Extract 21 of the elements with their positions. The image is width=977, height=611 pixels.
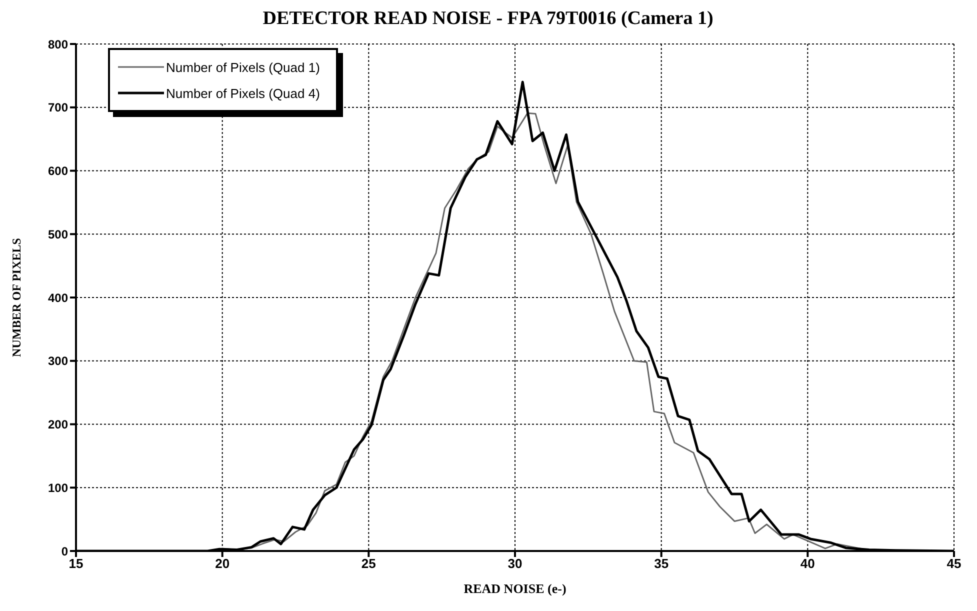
y-tick-label: 200 — [48, 418, 68, 432]
legend-label: Number of Pixels (Quad 1) — [166, 60, 320, 74]
y-tick-label: 800 — [48, 37, 68, 52]
y-tick-label: 700 — [48, 100, 68, 115]
y-tick-label: 600 — [48, 164, 68, 178]
x-tick-label: 40 — [800, 556, 815, 572]
x-tick-label: 20 — [215, 556, 230, 572]
x-tick-label: 35 — [654, 556, 669, 572]
x-tick-label: 30 — [508, 556, 522, 572]
legend-label: Number of Pixels (Quad 4) — [166, 86, 320, 100]
chart-title: DETECTOR READ NOISE - FPA 79T0016 (Camera 1) — [262, 8, 714, 31]
x-tick-label: 25 — [361, 556, 376, 572]
y-axis-title: NUMBER OF PIXELS — [9, 238, 24, 357]
y-tick-label: 0 — [61, 544, 68, 558]
y-tick-label: 300 — [48, 354, 68, 368]
x-tick-label: 15 — [68, 556, 84, 572]
y-tick-label: 500 — [48, 227, 68, 242]
y-tick-label: 400 — [48, 290, 68, 305]
y-tick-label: 100 — [48, 480, 68, 495]
x-axis-title: READ NOISE (e-) — [464, 581, 566, 596]
x-tick-label: 45 — [946, 556, 962, 572]
